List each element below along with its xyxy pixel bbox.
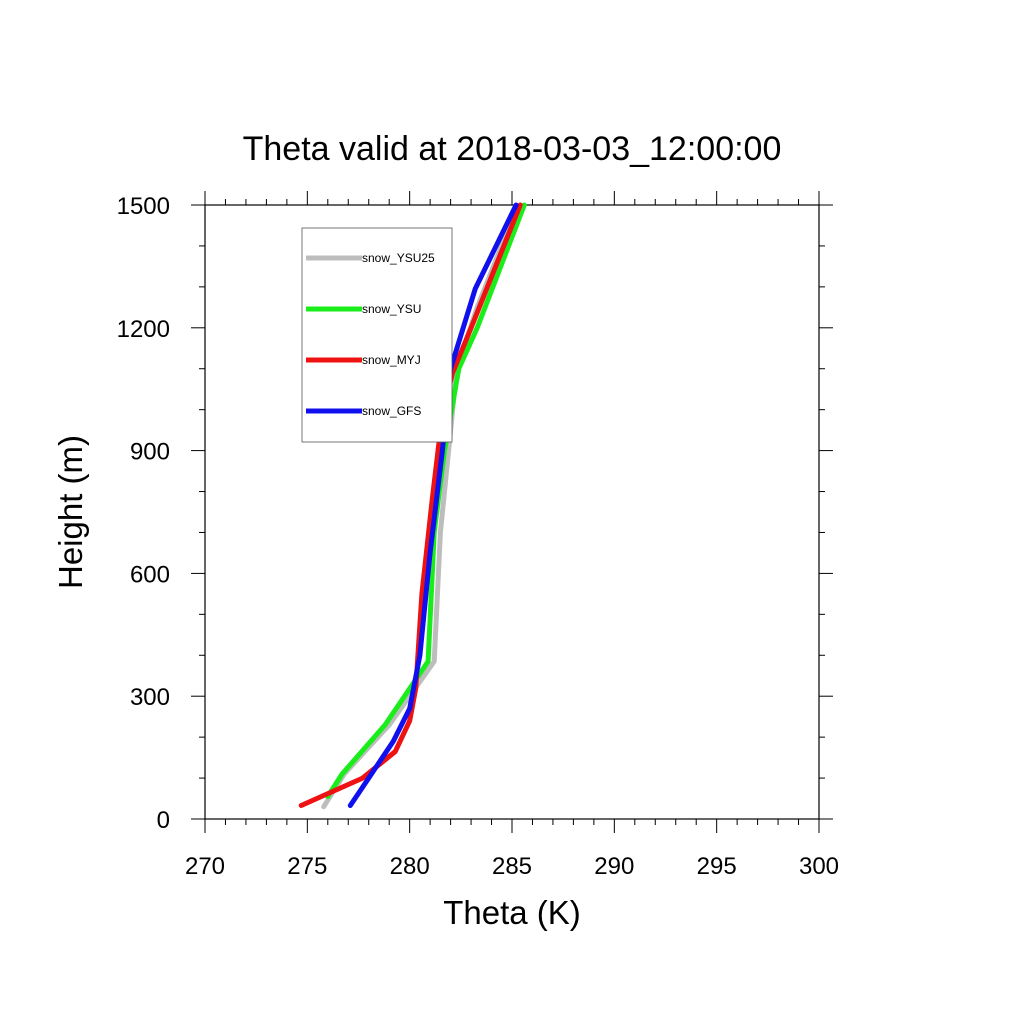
- x-axis-label: Theta (K): [443, 894, 581, 931]
- x-tick-label: 285: [492, 853, 532, 880]
- legend: snow_YSU25 snow_YSU snow_MYJ snow_GFS: [301, 227, 453, 443]
- y-tick-label: 600: [130, 561, 170, 588]
- plot-frame: [204, 204, 820, 820]
- legend-box: [301, 227, 453, 443]
- y-tick-label: 300: [130, 684, 170, 711]
- x-tick-label: 295: [697, 853, 737, 880]
- series-lines: [298, 202, 527, 810]
- legend-label-snow_gfs: snow_GFS: [362, 404, 421, 418]
- legend-label-snow_ysu: snow_YSU: [362, 302, 421, 316]
- chart-title: Theta valid at 2018-03-03_12:00:00: [243, 130, 782, 168]
- axis-ticks: [191, 191, 833, 833]
- x-tick-label: 275: [287, 853, 327, 880]
- series-line-snow_gfs: [347, 202, 519, 808]
- x-tick-label: 280: [390, 853, 430, 880]
- y-tick-label: 900: [130, 439, 170, 466]
- y-axis-label: Height (m): [52, 435, 89, 589]
- legend-label-snow_ysu25: snow_YSU25: [362, 251, 435, 265]
- x-tick-labels: 270 275 280 285 290 295 300: [185, 853, 839, 880]
- y-tick-label: 1200: [117, 316, 170, 343]
- y-tick-label: 1500: [117, 193, 170, 220]
- x-tick-label: 290: [594, 853, 634, 880]
- x-tick-label: 270: [185, 853, 225, 880]
- series-line-snow_myj: [298, 202, 523, 808]
- legend-label-snow_myj: snow_MYJ: [362, 353, 421, 367]
- y-tick-labels: 0 300 600 900 1200 1500: [117, 193, 170, 834]
- y-tick-label: 0: [157, 807, 170, 834]
- legend-items: snow_YSU25 snow_YSU snow_MYJ snow_GFS: [306, 251, 435, 418]
- x-tick-label: 300: [799, 853, 839, 880]
